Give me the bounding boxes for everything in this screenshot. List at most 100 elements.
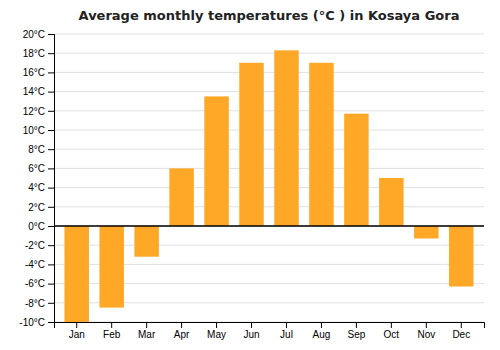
plot-area — [54, 50, 484, 322]
y-tick-label: 6°C — [28, 163, 45, 174]
bar — [64, 226, 88, 322]
x-tick: Apr — [174, 322, 190, 340]
y-tick: 12°C — [23, 106, 54, 117]
y-tick: -2°C — [25, 240, 54, 251]
y-tick-mark — [48, 34, 54, 35]
grid-line — [54, 130, 484, 131]
y-tick-label: -2°C — [25, 240, 45, 251]
x-tick-label: Oct — [384, 329, 400, 340]
x-axis: Jan Feb Mar Apr May Jun Jul Aug Sep Oct Nov Dec — [55, 322, 485, 340]
chart-title: Average monthly temperatures (°C ) in Ko… — [79, 8, 460, 23]
y-tick: 16°C — [23, 67, 54, 78]
x-tick: Dec — [452, 322, 470, 340]
y-tick-mark — [48, 207, 54, 208]
y-tick: 6°C — [28, 163, 54, 174]
zero-line — [54, 225, 484, 227]
x-tick: Feb — [103, 322, 121, 340]
y-tick-label: 12°C — [23, 106, 45, 117]
grid-line — [54, 53, 484, 54]
x-tick-mark — [111, 322, 112, 328]
y-tick-mark — [48, 72, 54, 73]
y-tick: 0°C — [28, 221, 54, 232]
bar — [344, 114, 368, 226]
x-tick-label: Sep — [347, 329, 365, 340]
y-tick-mark — [48, 53, 54, 54]
x-tick-mark — [286, 322, 287, 328]
bar — [449, 226, 473, 286]
y-tick-mark — [48, 92, 54, 93]
x-tick: Oct — [384, 322, 400, 340]
y-tick-mark — [48, 111, 54, 112]
x-axis-line — [55, 323, 485, 329]
y-tick: 8°C — [28, 144, 54, 155]
x-tick: Jul — [280, 322, 293, 340]
x-tick: Mar — [138, 322, 156, 340]
bar — [309, 63, 333, 226]
grid-line — [54, 149, 484, 150]
x-tick-label: Dec — [452, 329, 470, 340]
x-tick: Jan — [69, 322, 85, 340]
x-tick-label: Jun — [243, 329, 259, 340]
grid-line — [54, 226, 484, 227]
y-tick-mark — [48, 264, 54, 265]
grid-line — [54, 187, 484, 188]
y-tick-label: -4°C — [25, 259, 45, 270]
x-tick: Aug — [313, 322, 331, 340]
y-tick-mark — [48, 168, 54, 169]
y-tick-mark — [48, 149, 54, 150]
bar — [274, 50, 298, 226]
x-tick-mark — [181, 322, 182, 328]
y-axis: -10°C -8°C -6°C -4°C -2°C 0°C 2°C 4°C 6°C 8°C 10°C… — [19, 29, 54, 328]
y-tick: 14°C — [23, 86, 54, 97]
y-tick-label: 8°C — [28, 144, 45, 155]
x-tick-mark — [391, 322, 392, 328]
x-tick-label: Nov — [417, 329, 435, 340]
x-tick-label: Aug — [313, 329, 331, 340]
chart-svg: -10°C -8°C -6°C -4°C -2°C 0°C 2°C 4°C 6°C 8°C 10°C… — [0, 0, 500, 350]
grid — [54, 34, 484, 322]
x-tick: Nov — [417, 322, 435, 340]
bar — [204, 96, 228, 226]
bar — [134, 226, 158, 257]
grid-line — [54, 34, 484, 35]
x-tick-label: Apr — [174, 329, 190, 340]
y-tick: -10°C — [19, 317, 54, 328]
y-tick: -6°C — [25, 278, 54, 289]
y-tick-mark — [48, 322, 54, 323]
y-tick-label: -10°C — [19, 317, 45, 328]
x-tick-mark — [356, 322, 357, 328]
y-tick-label: -8°C — [25, 298, 45, 309]
y-tick-mark — [48, 284, 54, 285]
y-tick-mark — [48, 245, 54, 246]
x-tick: Sep — [347, 322, 365, 340]
x-tick: Jun — [243, 322, 259, 340]
grid-line — [54, 168, 484, 169]
x-tick-label: Jan — [69, 329, 85, 340]
x-tick-mark — [251, 322, 252, 328]
y-tick: 4°C — [28, 182, 54, 193]
y-tick-label: 10°C — [23, 125, 45, 136]
x-tick-label: May — [207, 329, 226, 340]
bar — [169, 168, 193, 226]
bar — [379, 178, 403, 226]
y-tick-label: 0°C — [28, 221, 45, 232]
y-tick: 10°C — [23, 125, 54, 136]
y-axis-line — [48, 35, 55, 323]
x-tick-mark — [76, 322, 77, 328]
x-tick-label: Mar — [138, 329, 156, 340]
x-tick-mark — [216, 322, 217, 328]
y-tick: -4°C — [25, 259, 54, 270]
y-tick-mark — [48, 303, 54, 304]
x-tick-label: Feb — [103, 329, 121, 340]
x-tick-mark — [321, 322, 322, 328]
y-tick-mark — [48, 130, 54, 131]
y-tick-label: 20°C — [23, 29, 45, 40]
y-tick-label: 16°C — [23, 67, 45, 78]
x-tick-label: Jul — [280, 329, 293, 340]
chart-container: -10°C -8°C -6°C -4°C -2°C 0°C 2°C 4°C 6°C 8°C 10°C… — [0, 0, 500, 350]
x-tick-mark — [146, 322, 147, 328]
y-tick-label: 2°C — [28, 202, 45, 213]
y-tick: 20°C — [23, 29, 54, 40]
y-tick-label: 14°C — [23, 86, 45, 97]
bar — [99, 226, 123, 308]
